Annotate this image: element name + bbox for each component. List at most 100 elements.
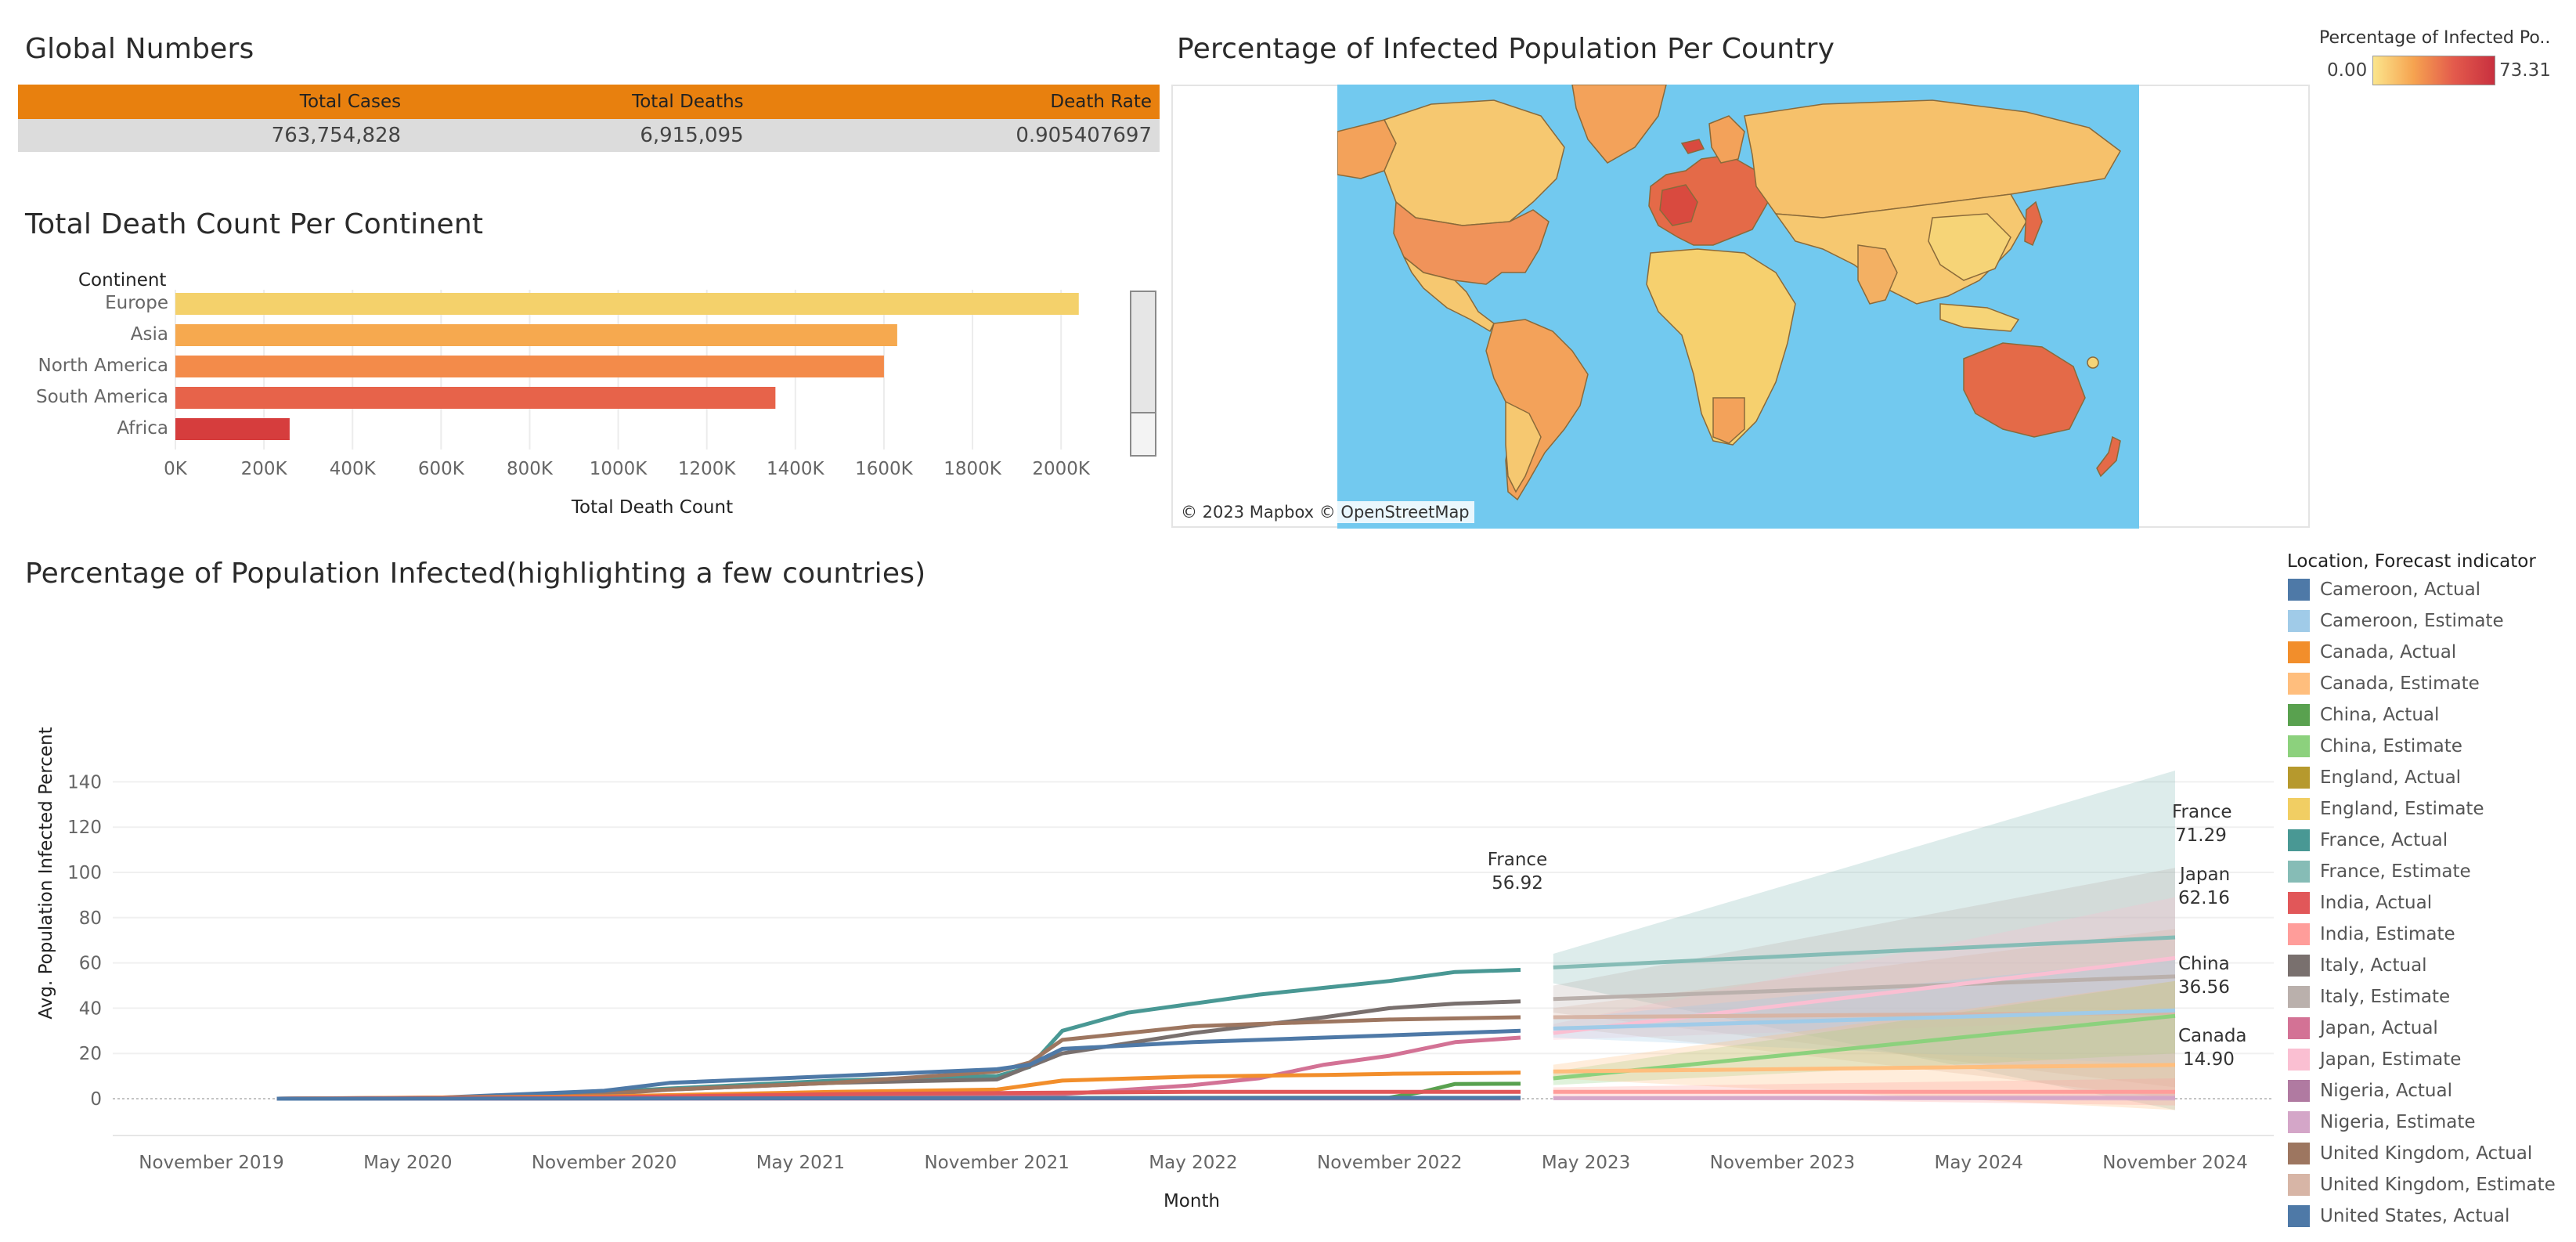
series-line[interactable] [276,1015,1521,1101]
x-tick-label: May 2023 [1542,1153,1630,1173]
map-region-japan[interactable] [2024,200,2043,247]
legend-label: China, Estimate [2320,736,2462,756]
forecast-band [1553,980,2175,1085]
legend-swatch [2288,1174,2310,1196]
legend-item[interactable]: Nigeria, Estimate [2288,1107,2476,1138]
legend-item[interactable]: United States, Actual [2288,1200,2509,1232]
bar[interactable] [175,387,776,409]
x-tick-label: 1600K [855,459,914,479]
series-line[interactable] [276,1096,1521,1101]
series-line[interactable] [276,1028,1521,1101]
table-header-cell[interactable]: Total Cases [18,85,409,119]
mark-label-country: France [1488,850,1547,870]
mark-label-country: France [2172,802,2231,822]
map-region-china[interactable] [1928,213,2011,281]
legend-item[interactable]: China, Estimate [2288,731,2462,762]
x-tick-label: May 2024 [1934,1153,2022,1173]
map-region-island[interactable] [2087,356,2099,369]
infected-line-chart[interactable]: 0 20 40 60 80 100 120 140 November 2019 May 2020 N… [0,603,2286,1242]
map-region-south-africa[interactable] [1712,397,1745,444]
x-tick-label: 200K [241,459,288,479]
series-line[interactable] [1553,1013,2176,1081]
legend-label: England, Actual [2320,767,2462,788]
legend-item[interactable]: France, Estimate [2288,856,2471,887]
legend-label: Nigeria, Actual [2320,1081,2452,1101]
bar[interactable] [175,324,897,346]
legend-item[interactable]: Nigeria, Actual [2288,1075,2452,1107]
continent-bar-chart[interactable]: Continent Europe Asia North America South A… [0,258,1167,533]
category-label: Asia [131,324,168,345]
map-region-france[interactable] [1659,184,1698,226]
map-region-india[interactable] [1857,244,1898,305]
table-header-cell[interactable]: Total Deaths [409,85,752,119]
table-cell: 6,915,095 [409,119,752,152]
legend-label: China, Actual [2320,705,2440,725]
legend-swatch [2288,767,2310,789]
series-line[interactable] [1553,1063,2176,1074]
x-tick-label: May 2020 [363,1153,452,1173]
legend-item[interactable]: India, Estimate [2288,919,2455,950]
series-line[interactable] [1553,955,2176,1035]
legend-item[interactable]: Italy, Estimate [2288,981,2450,1013]
map-region-argentina[interactable] [1505,400,1542,493]
continent-axis-header: Continent [78,270,166,291]
legend-label: Canada, Actual [2320,642,2457,663]
legend-swatch [2288,704,2310,726]
legend-item[interactable]: Canada, Actual [2288,637,2456,668]
legend-item[interactable]: China, Actual [2288,699,2439,731]
legend-label: United States, Actual [2320,1206,2510,1226]
forecast-band [1553,897,2175,1040]
map-region-africa[interactable] [1646,248,1796,446]
legend-item[interactable]: Japan, Estimate [2288,1044,2461,1075]
legend-item[interactable]: Canada, Estimate [2288,668,2480,699]
map-region-canada[interactable] [1383,99,1565,226]
legend-label: Canada, Estimate [2320,673,2480,694]
legend-item[interactable]: France, Actual [2288,825,2448,856]
mark-label-country: China [2178,954,2230,974]
legend-item[interactable]: United Kingdom, Actual [2288,1138,2532,1169]
map-region-scandinavia[interactable] [1708,115,1745,164]
table-header-cell[interactable]: Death Rate [751,85,1160,119]
map-region-mexico[interactable] [1403,256,1495,333]
x-tick-label: November 2020 [532,1153,677,1173]
legend-item[interactable]: England, Estimate [2288,793,2484,825]
map-region-russia[interactable] [1744,99,2121,218]
map-region-greenland[interactable] [1571,85,1667,164]
scrollbar-thumb[interactable] [1130,291,1156,413]
legend-swatch [2288,1049,2310,1071]
continent-x-axis-label: Total Death Count [571,497,733,518]
map-region-australia[interactable] [1963,342,2086,438]
legend-item[interactable]: Italy, Actual [2288,950,2427,981]
legend-item[interactable]: Cameroon, Actual [2288,574,2480,605]
map-region-iceland[interactable] [1680,139,1705,154]
y-tick-label: 20 [79,1044,102,1064]
map-region-indonesia[interactable] [1939,303,2020,332]
map-attribution[interactable]: © 2023 Mapbox © OpenStreetMap [1176,501,1474,523]
series-line[interactable] [1553,935,2176,969]
bar[interactable] [175,418,290,440]
legend-item[interactable]: England, Actual [2288,762,2461,793]
legend-swatch [2288,641,2310,663]
series-legend-title: Location, Forecast indicator [2287,551,2536,572]
x-tick-label: 800K [507,459,554,479]
series-line[interactable] [276,999,1521,1101]
legend-swatch [2288,923,2310,945]
legend-swatch [2288,673,2310,695]
map-region-new-zealand[interactable] [2096,435,2121,478]
x-tick-label: 1200K [678,459,737,479]
legend-swatch [2288,1080,2310,1102]
x-tick-label: 1400K [767,459,825,479]
series-line[interactable] [1553,1008,2176,1031]
legend-item[interactable]: United Kingdom, Estimate [2288,1169,2556,1200]
legend-item[interactable]: Cameroon, Estimate [2288,605,2504,637]
legend-label: Cameroon, Estimate [2320,611,2504,631]
world-map[interactable] [1337,85,2139,529]
series-line[interactable] [1553,974,2176,1002]
global-numbers-title: Global Numbers [25,33,254,65]
legend-swatch [2288,1111,2310,1133]
legend-item[interactable]: India, Actual [2288,887,2432,919]
table-row[interactable]: 763,754,828 6,915,095 0.905407697 [18,119,1160,152]
legend-item[interactable]: Japan, Actual [2288,1013,2438,1044]
bar[interactable] [175,356,884,377]
bar[interactable] [175,293,1079,315]
